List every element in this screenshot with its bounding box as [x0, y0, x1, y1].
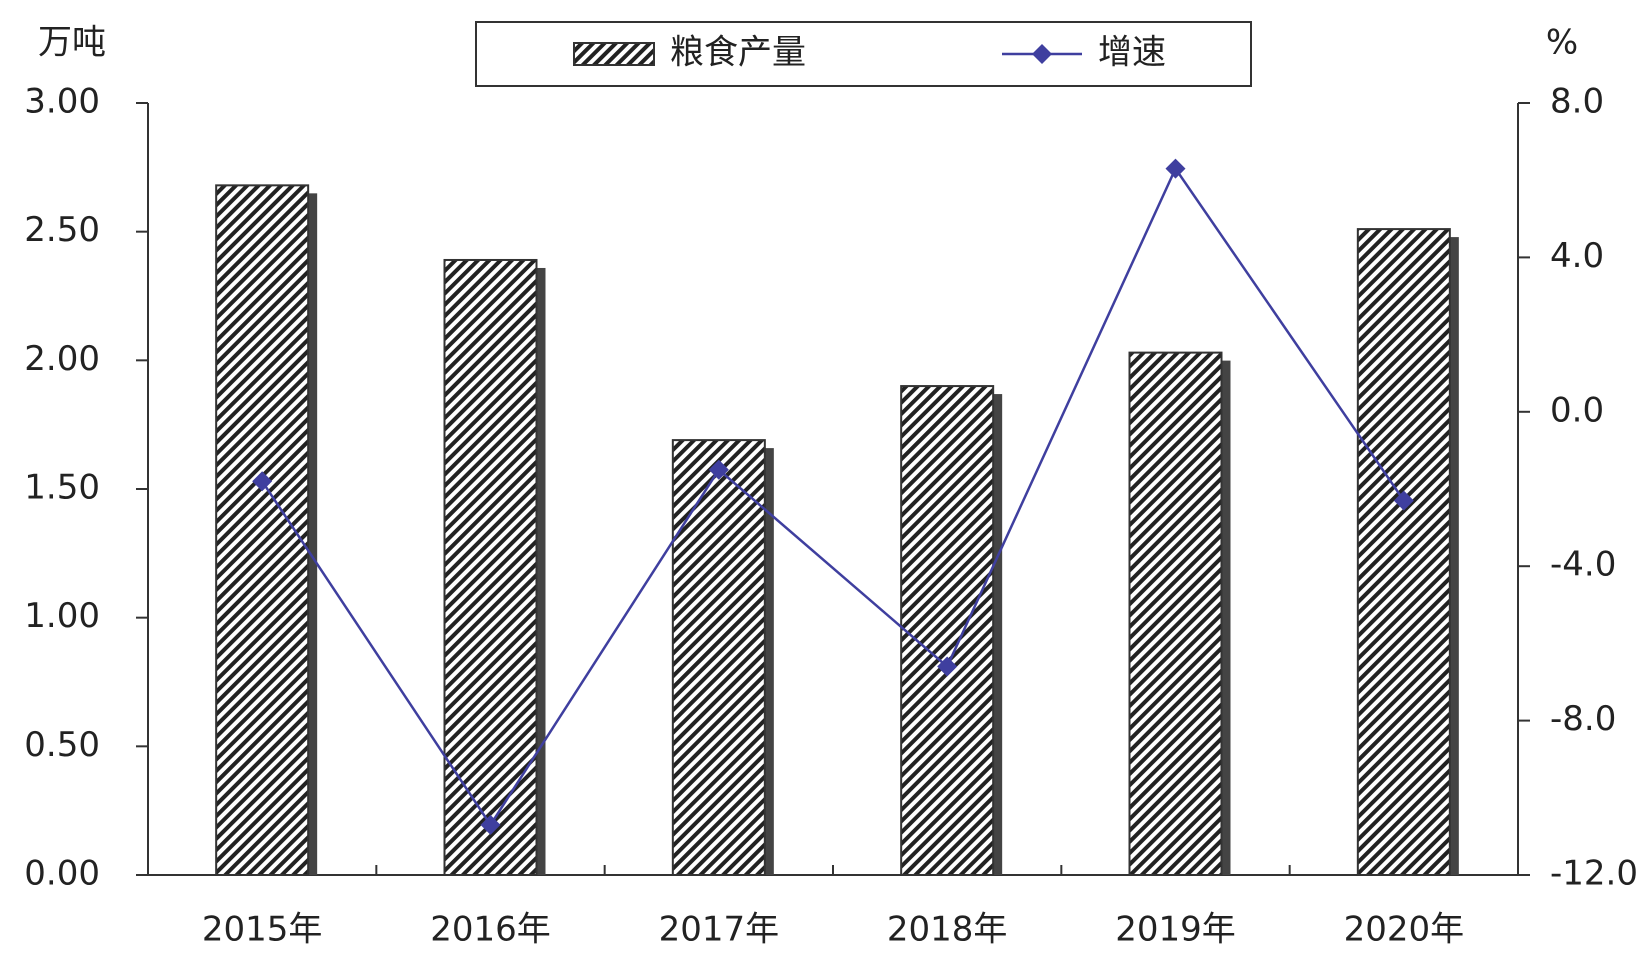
y2-tick-label: -8.0	[1550, 699, 1616, 739]
y-tick-label: 1.00	[24, 596, 100, 636]
y-tick-label: 2.00	[24, 339, 100, 379]
y2-tick-label: 0.0	[1550, 390, 1604, 430]
line-marker	[252, 471, 273, 492]
y-tick-label: 3.00	[24, 82, 100, 122]
line	[261, 166, 1405, 828]
bar	[900, 385, 995, 876]
legend-label: 增速	[1098, 33, 1166, 73]
y-unit-label: 万吨	[38, 23, 106, 63]
x-tick-label: 2016年	[430, 910, 551, 950]
line-marker	[937, 656, 958, 677]
line-marker	[1393, 490, 1414, 511]
y2-unit-label: %	[1546, 23, 1578, 63]
y-tick-label: 0.50	[24, 725, 100, 765]
x-tick-label: 2015年	[202, 910, 323, 950]
legend-label: 粮食产量	[670, 33, 806, 73]
x-tick-label: 2019年	[1115, 910, 1236, 950]
bar	[1356, 228, 1451, 877]
y-tick-label: 2.50	[24, 210, 100, 250]
y2-tick-label: 4.0	[1550, 236, 1604, 276]
bar	[671, 439, 766, 876]
legend-swatch	[573, 42, 655, 66]
x-tick-label: 2020年	[1344, 910, 1465, 950]
x-tick-label: 2017年	[659, 910, 780, 950]
x-tick-label: 2018年	[887, 910, 1008, 950]
y2-tick-label: 8.0	[1550, 82, 1604, 122]
line-marker	[480, 814, 501, 835]
legend-marker	[1032, 44, 1052, 64]
line-marker	[1165, 158, 1186, 179]
bar	[1128, 351, 1223, 876]
y2-tick-label: -4.0	[1550, 545, 1616, 585]
line-marker	[708, 459, 729, 480]
bar	[215, 184, 310, 876]
bar	[443, 258, 538, 876]
y-tick-label: 0.00	[24, 854, 100, 894]
y-tick-label: 1.50	[24, 468, 100, 508]
y2-tick-label: -12.0	[1550, 854, 1638, 894]
